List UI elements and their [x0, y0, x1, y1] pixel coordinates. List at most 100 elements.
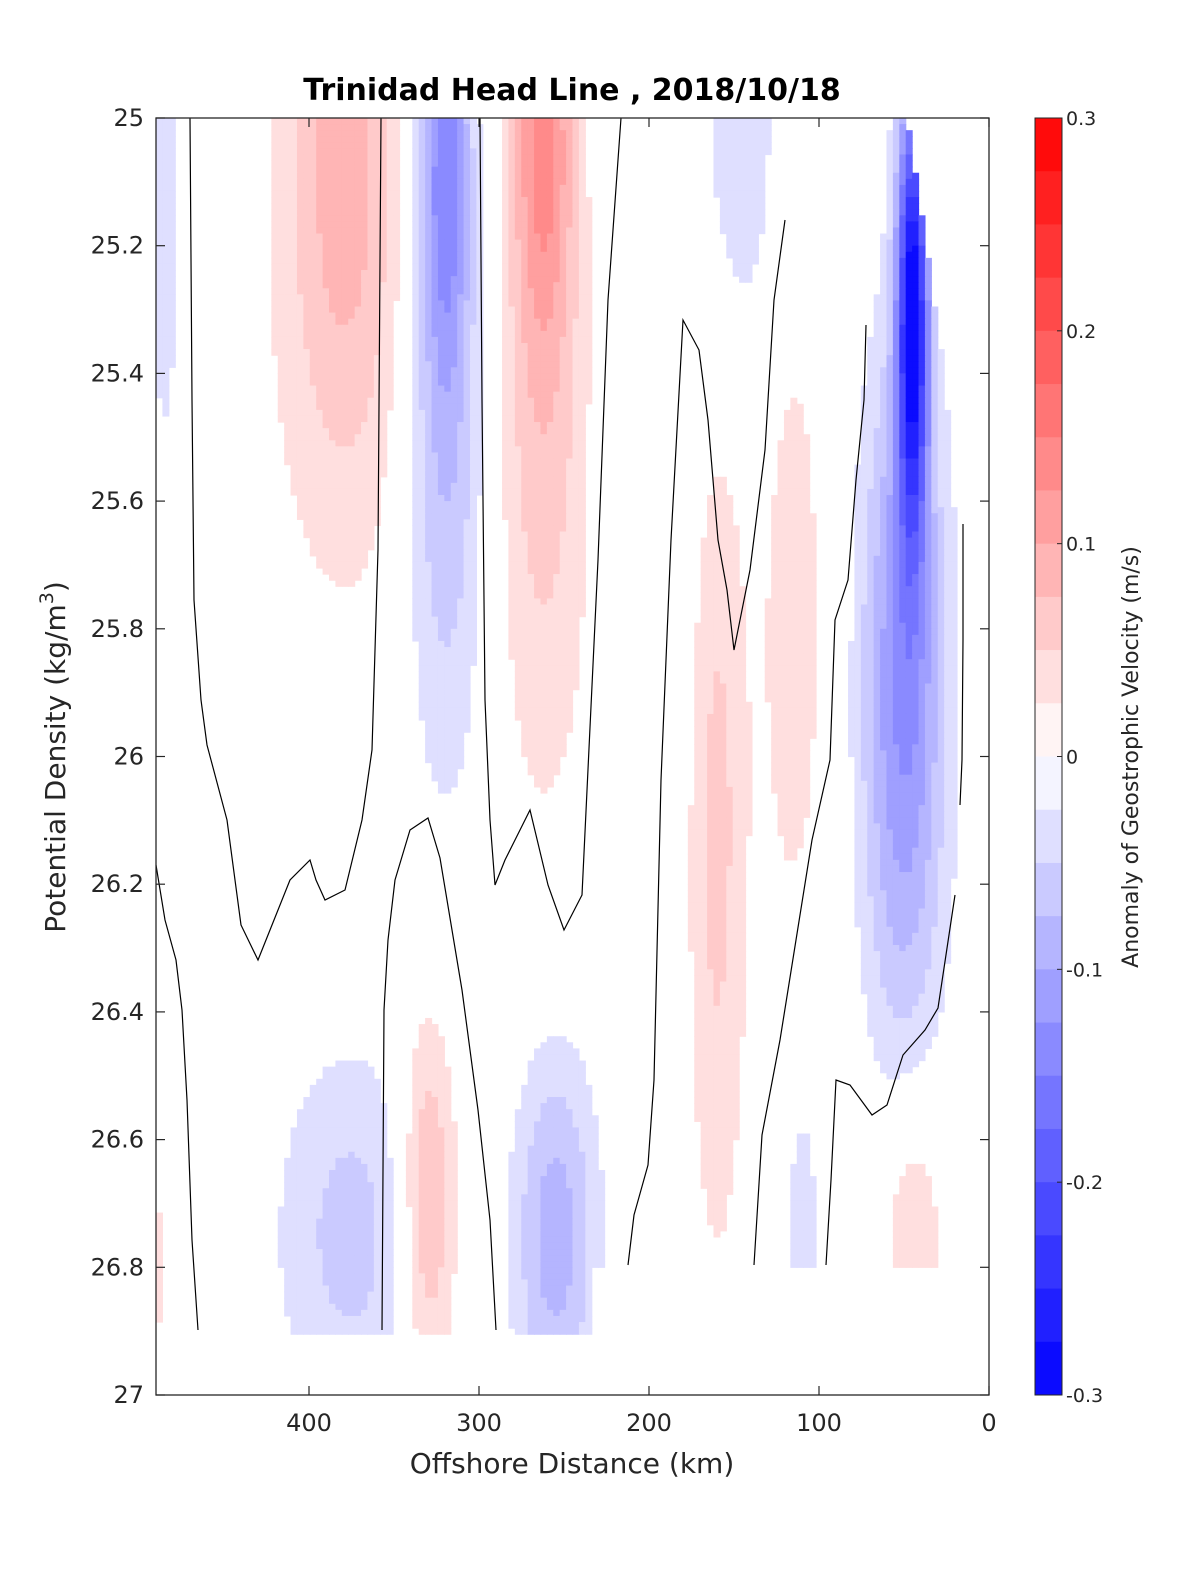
field-cell	[918, 306, 926, 314]
field-cell	[354, 233, 362, 241]
field-cell	[425, 257, 433, 265]
field-cell	[329, 306, 337, 314]
field-cell	[783, 616, 791, 624]
field-cell	[450, 379, 458, 387]
field-cell	[367, 227, 375, 235]
field-cell	[944, 598, 952, 606]
field-cell	[924, 501, 932, 508]
field-cell	[534, 245, 542, 253]
field-cell	[322, 124, 330, 131]
field-cell	[892, 324, 900, 332]
field-cell	[335, 245, 343, 253]
field-cell	[924, 495, 932, 502]
field-cell	[502, 440, 510, 447]
field-cell	[412, 197, 420, 204]
field-cell	[309, 415, 317, 423]
field-cell	[168, 118, 176, 125]
field-cell	[290, 300, 298, 308]
field-cell	[892, 239, 900, 247]
field-cell	[335, 142, 343, 149]
field-cell	[905, 343, 913, 350]
field-cell	[316, 263, 324, 271]
field-cell	[290, 488, 298, 496]
field-cell	[937, 379, 945, 387]
field-cell	[540, 294, 548, 302]
field-cell	[450, 537, 458, 545]
field-cell	[444, 118, 452, 125]
field-cell	[309, 263, 317, 271]
field-cell	[873, 318, 881, 326]
field-cell	[873, 422, 881, 429]
field-cell	[348, 209, 356, 216]
field-cell	[873, 488, 881, 496]
field-cell	[566, 488, 574, 496]
field-cell	[450, 154, 458, 162]
field-cell	[905, 422, 913, 429]
field-cell	[329, 434, 337, 441]
field-cell	[578, 598, 586, 606]
field-cell	[284, 452, 292, 460]
field-cell	[578, 270, 586, 277]
field-cell	[431, 300, 439, 308]
field-cell	[578, 142, 586, 149]
field-cell	[425, 148, 433, 156]
field-cell	[566, 495, 574, 502]
field-cell	[514, 270, 522, 277]
field-cell	[527, 209, 535, 216]
field-cell	[418, 294, 426, 302]
field-cell	[860, 610, 868, 618]
field-cell	[367, 428, 375, 435]
field-cell	[373, 239, 381, 247]
plot-area	[155, 117, 990, 1396]
field-cell	[380, 245, 388, 253]
field-cell	[899, 172, 907, 180]
field-cell	[899, 336, 907, 344]
field-cell	[418, 598, 426, 606]
field-cell	[418, 288, 426, 295]
field-cell	[329, 507, 337, 514]
field-cell	[521, 422, 529, 429]
field-cell	[418, 628, 426, 636]
field-cell	[873, 598, 881, 606]
field-cell	[425, 537, 433, 545]
field-cell	[322, 306, 330, 314]
field-cell	[341, 482, 349, 490]
field-cell	[534, 336, 542, 344]
field-cell	[572, 148, 580, 156]
field-cell	[296, 330, 304, 338]
field-cell	[713, 580, 721, 587]
field-cell	[380, 385, 388, 393]
field-cell	[566, 409, 574, 417]
field-cell	[380, 343, 388, 350]
field-cell	[444, 160, 452, 168]
field-cell	[585, 215, 593, 222]
field-cell	[463, 154, 471, 162]
field-cell	[373, 470, 381, 478]
field-cell	[361, 209, 369, 216]
field-cell	[463, 482, 471, 490]
field-cell	[899, 209, 907, 216]
field-cell	[412, 561, 420, 569]
field-cell	[944, 610, 952, 618]
field-cell	[860, 513, 868, 520]
field-cell	[905, 622, 913, 630]
field-cell	[578, 288, 586, 295]
field-cell	[476, 458, 484, 466]
field-cell	[348, 513, 356, 520]
field-cell	[373, 330, 381, 338]
field-cell	[546, 118, 554, 125]
field-cell	[924, 343, 932, 350]
field-cell	[905, 531, 913, 539]
field-cell	[412, 501, 420, 508]
field-cell	[527, 501, 535, 508]
field-cell	[790, 434, 798, 441]
field-cell	[309, 501, 317, 508]
field-cell	[373, 263, 381, 271]
field-cell	[316, 537, 324, 545]
field-cell	[873, 622, 881, 630]
field-cell	[771, 604, 779, 612]
field-cell	[540, 227, 548, 235]
field-cell	[578, 537, 586, 545]
field-cell	[168, 197, 176, 204]
field-cell	[373, 507, 381, 514]
